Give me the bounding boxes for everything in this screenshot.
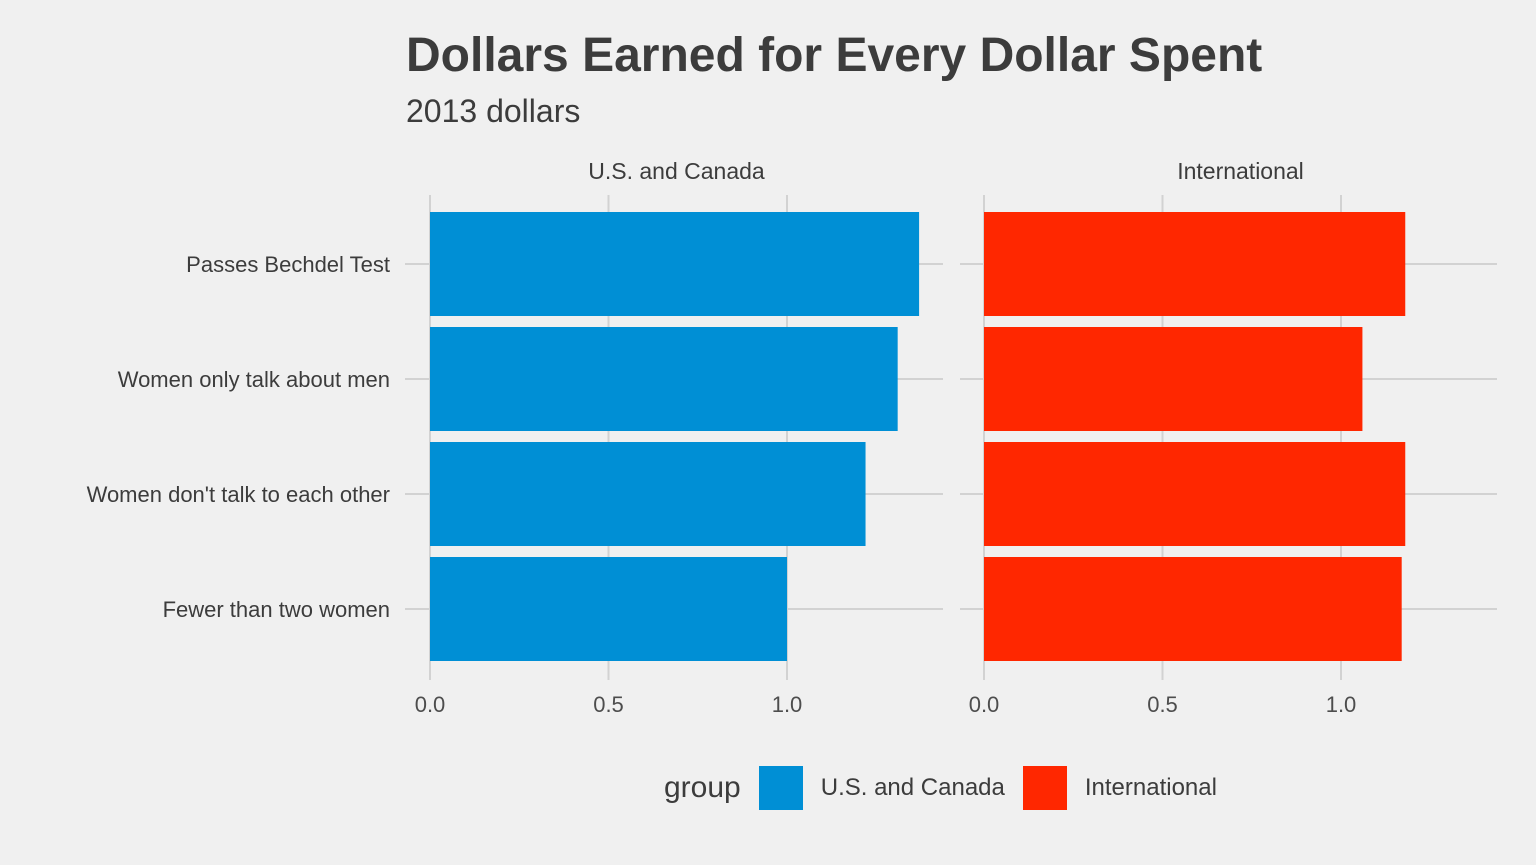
- y-tick-label-women-only-talk-about-men: Women only talk about men: [118, 367, 390, 392]
- y-tick-label-women-don-t-talk-to-each-other: Women don't talk to each other: [87, 482, 390, 507]
- legend-swatch-international: [1022, 766, 1067, 810]
- legend-item-us-canada: U.S. and Canada: [758, 766, 1005, 810]
- legend: group U.S. and Canada International: [664, 766, 1235, 810]
- chart-title: Dollars Earned for Every Dollar Spent: [406, 29, 1263, 82]
- legend-label-us-canada: U.S. and Canada: [820, 774, 1005, 801]
- x-tick-label-u-s-and-canada-1: 0.5: [593, 692, 624, 717]
- bar-international-women-only-talk-about-men: [984, 327, 1363, 431]
- x-tick-label-international-0: 0.0: [969, 692, 1000, 717]
- bar-international-women-don-t-talk-to-each-other: [984, 442, 1406, 546]
- facet-label-u-s-and-canada: U.S. and Canada: [588, 158, 765, 184]
- bar-international-passes-bechdel-test: [984, 212, 1406, 316]
- x-tick-label-international-1: 0.5: [1147, 692, 1178, 717]
- facet-label-international: International: [1177, 158, 1304, 184]
- y-tick-label-fewer-than-two-women: Fewer than two women: [163, 597, 390, 622]
- bar-u-s-and-canada-women-only-talk-about-men: [430, 327, 898, 431]
- x-tick-label-u-s-and-canada-2: 1.0: [772, 692, 803, 717]
- y-tick-label-passes-bechdel-test: Passes Bechdel Test: [186, 252, 390, 277]
- legend-item-international: International: [1022, 766, 1217, 810]
- bar-u-s-and-canada-passes-bechdel-test: [430, 212, 920, 316]
- chart-subtitle: 2013 dollars: [406, 93, 581, 129]
- bar-u-s-and-canada-women-don-t-talk-to-each-other: [430, 442, 866, 546]
- bar-u-s-and-canada-fewer-than-two-women: [430, 557, 787, 661]
- x-tick-label-international-2: 1.0: [1326, 692, 1357, 717]
- legend-swatch-us-canada: [758, 766, 803, 810]
- legend-title: group: [664, 771, 741, 804]
- x-tick-label-u-s-and-canada-0: 0.0: [415, 692, 446, 717]
- bar-international-fewer-than-two-women: [984, 557, 1402, 661]
- legend-label-international: International: [1084, 774, 1217, 801]
